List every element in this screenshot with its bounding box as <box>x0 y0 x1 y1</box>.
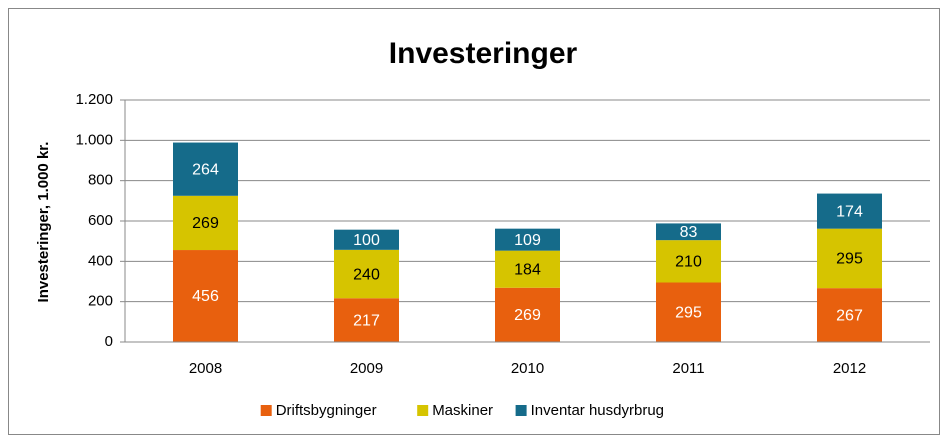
bar-segment <box>173 142 238 196</box>
x-tick-label: 2011 <box>672 360 704 377</box>
data-label: 269 <box>192 215 219 232</box>
bar-segment <box>656 240 721 283</box>
legend-label: Maskiner <box>432 402 493 419</box>
data-label: 295 <box>675 304 702 321</box>
bar-segment <box>334 229 399 250</box>
y-tick-label: 200 <box>88 293 113 310</box>
data-label: 184 <box>514 261 541 278</box>
data-label: 269 <box>514 307 541 324</box>
bar-segment <box>334 298 399 342</box>
bar-segment <box>495 228 560 251</box>
bar-segment <box>495 287 560 342</box>
y-tick-label: 600 <box>88 212 113 229</box>
bar-segment <box>334 249 399 299</box>
data-label: 217 <box>353 312 380 329</box>
data-label: 456 <box>192 288 219 305</box>
x-tick-label: 2009 <box>350 360 383 377</box>
x-tick-label: 2008 <box>189 360 222 377</box>
data-label: 100 <box>353 232 380 249</box>
data-label: 295 <box>836 251 863 268</box>
data-label: 210 <box>675 254 702 271</box>
chart-title: Investeringer <box>389 37 578 70</box>
data-label: 240 <box>353 266 380 283</box>
data-label: 267 <box>836 307 863 324</box>
legend-swatch <box>515 405 527 416</box>
bar-segment <box>656 282 721 342</box>
y-tick-label: 800 <box>88 172 113 189</box>
bar-segment <box>817 228 882 289</box>
legend-label: Inventar husdyrbrug <box>531 402 664 419</box>
data-label: 109 <box>514 232 541 249</box>
bar-segment <box>495 250 560 288</box>
data-label: 174 <box>836 203 863 220</box>
legend-swatch <box>260 405 272 416</box>
bar-segment <box>656 223 721 241</box>
data-label: 83 <box>680 224 698 241</box>
bar-segment <box>817 288 882 342</box>
bar-segment <box>173 195 238 251</box>
x-tick-label: 2012 <box>833 360 866 377</box>
bar-segment <box>173 250 238 342</box>
y-tick-label: 1.000 <box>75 131 113 148</box>
x-tick-label: 2010 <box>511 360 544 377</box>
bar-segment <box>817 193 882 229</box>
data-label: 264 <box>192 161 219 178</box>
legend-label: Driftsbygninger <box>276 402 377 419</box>
y-tick-label: 1.200 <box>75 91 113 108</box>
y-tick-label: 0 <box>105 333 113 350</box>
y-axis-label: Investeringer, 1.000 kr. <box>35 142 52 303</box>
legend-swatch <box>417 405 429 416</box>
y-tick-label: 400 <box>88 252 113 269</box>
